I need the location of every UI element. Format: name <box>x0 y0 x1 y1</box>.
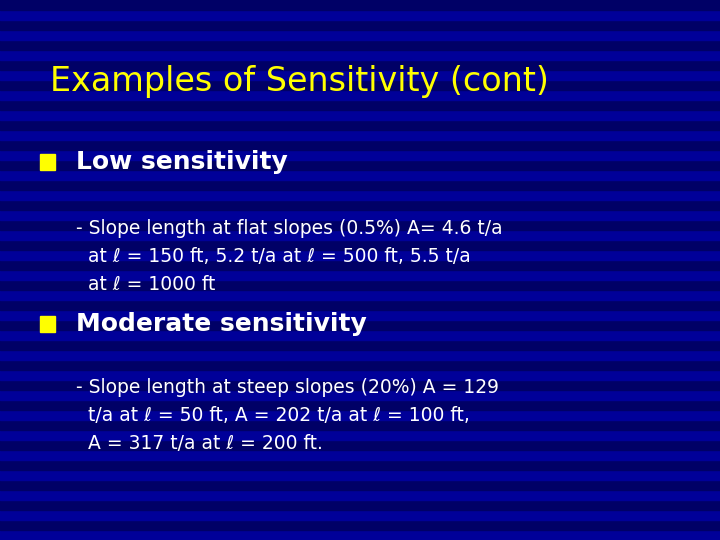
Bar <box>0 350 720 360</box>
Bar <box>0 220 720 230</box>
Bar <box>0 510 720 520</box>
Bar <box>0 80 720 90</box>
Bar <box>0 330 720 340</box>
Bar <box>0 60 720 70</box>
Bar <box>0 310 720 320</box>
Bar <box>0 520 720 530</box>
Text: t/a at ℓ = 50 ft, A = 202 t/a at ℓ = 100 ft,: t/a at ℓ = 50 ft, A = 202 t/a at ℓ = 100… <box>76 406 469 425</box>
Bar <box>0 70 720 80</box>
Text: Low sensitivity: Low sensitivity <box>76 150 287 174</box>
Bar <box>0 150 720 160</box>
Bar <box>0 170 720 180</box>
Bar <box>0 210 720 220</box>
Bar <box>0 0 720 10</box>
Text: - Slope length at steep slopes (20%) A = 129: - Slope length at steep slopes (20%) A =… <box>76 378 498 397</box>
Text: A = 317 t/a at ℓ = 200 ft.: A = 317 t/a at ℓ = 200 ft. <box>76 434 323 453</box>
Bar <box>0 250 720 260</box>
Bar <box>0 50 720 60</box>
Bar <box>0 370 720 380</box>
Bar <box>0 390 720 400</box>
Bar <box>0 530 720 540</box>
Bar <box>0 490 720 500</box>
Bar <box>0 240 720 250</box>
Bar <box>0 40 720 50</box>
Text: - Slope length at flat slopes (0.5%) A= 4.6 t/a: - Slope length at flat slopes (0.5%) A= … <box>76 219 503 238</box>
Bar <box>40 154 55 170</box>
Bar <box>0 420 720 430</box>
Bar <box>0 280 720 290</box>
Text: at ℓ = 1000 ft: at ℓ = 1000 ft <box>76 275 215 294</box>
Bar <box>0 430 720 440</box>
Bar <box>0 110 720 120</box>
Bar <box>0 470 720 480</box>
Bar <box>0 320 720 330</box>
Bar <box>0 400 720 410</box>
Bar <box>0 20 720 30</box>
Bar <box>0 290 720 300</box>
Bar <box>0 480 720 490</box>
Bar <box>0 340 720 350</box>
Bar <box>40 316 55 332</box>
Bar <box>0 380 720 390</box>
Bar <box>0 130 720 140</box>
Text: at ℓ = 150 ft, 5.2 t/a at ℓ = 500 ft, 5.5 t/a: at ℓ = 150 ft, 5.2 t/a at ℓ = 500 ft, 5.… <box>76 247 470 266</box>
Bar <box>0 460 720 470</box>
Bar <box>0 260 720 270</box>
Bar <box>0 90 720 100</box>
Bar <box>0 300 720 310</box>
Bar <box>0 410 720 420</box>
Bar <box>0 100 720 110</box>
Bar <box>0 360 720 370</box>
Bar <box>0 180 720 190</box>
Bar <box>0 200 720 210</box>
Bar <box>0 140 720 150</box>
Text: Examples of Sensitivity (cont): Examples of Sensitivity (cont) <box>50 65 549 98</box>
Bar <box>0 30 720 40</box>
Text: Moderate sensitivity: Moderate sensitivity <box>76 312 366 336</box>
Bar <box>0 500 720 510</box>
Bar <box>0 190 720 200</box>
Bar <box>0 10 720 20</box>
Bar <box>0 450 720 460</box>
Bar <box>0 160 720 170</box>
Bar <box>0 270 720 280</box>
Bar <box>0 440 720 450</box>
Bar <box>0 230 720 240</box>
Bar <box>0 120 720 130</box>
